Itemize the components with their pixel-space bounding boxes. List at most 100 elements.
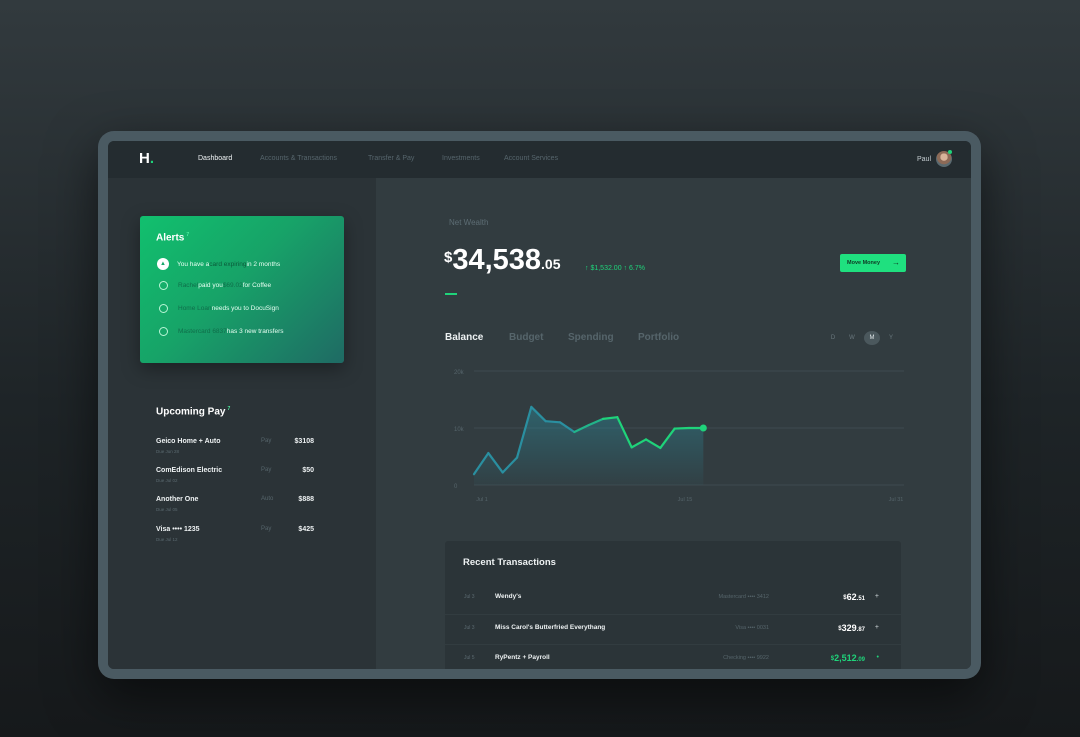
alert-card-expiring[interactable]: ▲ You have a card expiring in 2 months bbox=[157, 258, 280, 270]
net-wealth-underline bbox=[445, 293, 457, 295]
transaction-date: Jul 3 bbox=[464, 625, 475, 631]
pay-name: Another One bbox=[156, 496, 199, 503]
pay-due-date: Due Jul 02 bbox=[156, 478, 178, 483]
pay-name: Geico Home + Auto bbox=[156, 438, 221, 445]
transaction-date: Jul 5 bbox=[464, 655, 475, 661]
upcoming-pay-title: Upcoming Pay 7 bbox=[156, 406, 231, 418]
app-logo[interactable]: H. bbox=[139, 150, 155, 167]
main-panel: Net Wealth $34,538.05 ↑ $1,532.00 ↑ 6.7%… bbox=[376, 178, 971, 669]
balance-line-segment bbox=[558, 421, 576, 434]
upcoming-pay-item[interactable]: Geico Home + Auto Due Jun 28 Pay $3108 bbox=[156, 438, 314, 460]
user-name[interactable]: Paul bbox=[916, 156, 931, 163]
transaction-account: Visa •••• 0031 bbox=[735, 625, 769, 631]
balance-line-segment bbox=[573, 424, 590, 434]
ring-icon bbox=[159, 304, 168, 313]
triangle-icon: ▲ bbox=[157, 258, 169, 270]
app-screen: H. Dashboard Accounts & Transactions Tra… bbox=[108, 141, 971, 669]
nav-accounts-transactions[interactable]: Accounts & Transactions bbox=[260, 155, 338, 162]
transaction-merchant: Miss Carol's Butterfried Everythang bbox=[495, 624, 606, 631]
alert-payment-received[interactable]: Rachel paid you $69.02 for Coffee bbox=[157, 281, 271, 290]
transaction-amount: $2,512.09 bbox=[830, 653, 865, 663]
balance-line-segment bbox=[515, 405, 533, 459]
range-day[interactable]: D bbox=[830, 335, 836, 341]
y-tick-label: 0 bbox=[454, 484, 458, 490]
expand-icon[interactable]: + bbox=[874, 624, 879, 631]
net-wealth-change: ↑ $1,532.00 ↑ 6.7% bbox=[585, 265, 645, 272]
pay-due-date: Due Jun 28 bbox=[156, 449, 180, 454]
pay-type: Auto bbox=[261, 496, 274, 502]
transaction-row[interactable]: Jul 3 Miss Carol's Butterfried Everythan… bbox=[445, 614, 901, 644]
upcoming-pay-item[interactable]: ComEdison Electric Due Jul 02 Pay $50 bbox=[156, 467, 314, 489]
nav-investments[interactable]: Investments bbox=[442, 155, 480, 162]
alert-docusign[interactable]: Home Loan needs you to DocuSign bbox=[157, 304, 279, 313]
pay-amount: $888 bbox=[298, 496, 314, 503]
transaction-account: Checking •••• 9922 bbox=[723, 655, 769, 661]
balance-area bbox=[474, 406, 704, 485]
pay-type: Pay bbox=[261, 467, 272, 473]
upcoming-pay-count: 7 bbox=[227, 406, 231, 412]
balance-line-segment bbox=[472, 451, 490, 476]
balance-line-segment bbox=[487, 451, 504, 474]
balance-line-segment bbox=[587, 417, 605, 427]
recent-transactions-title: Recent Transactions bbox=[463, 557, 556, 568]
y-tick-label: 20k bbox=[454, 370, 465, 376]
transaction-merchant: RyPentz + Payroll bbox=[495, 654, 550, 661]
ring-icon bbox=[159, 327, 168, 336]
balance-line-segment bbox=[601, 416, 619, 420]
net-wealth-value: $34,538.05 bbox=[444, 244, 561, 276]
expand-icon[interactable]: + bbox=[874, 593, 879, 600]
net-wealth-label: Net Wealth bbox=[449, 218, 489, 227]
pay-name: ComEdison Electric bbox=[156, 467, 223, 474]
transaction-amount: $62.51 bbox=[843, 592, 865, 602]
balance-chart: 20k 10k 0 Jul 1 Jul 15 Jul 31 bbox=[454, 370, 904, 503]
transaction-row[interactable]: Jul 3 Wendy's Mastercard •••• 3412 $62.5… bbox=[445, 584, 901, 614]
balance-line-segment bbox=[544, 420, 562, 424]
range-month[interactable]: M bbox=[864, 331, 880, 345]
heart-icon bbox=[159, 281, 168, 290]
avatar[interactable] bbox=[936, 151, 952, 167]
alerts-title: Alerts 7 bbox=[156, 232, 190, 244]
nav-dashboard[interactable]: Dashboard bbox=[198, 155, 233, 162]
online-status-dot bbox=[948, 150, 952, 154]
recent-transactions-card: Recent Transactions Jul 3 Wendy's Master… bbox=[445, 541, 901, 669]
arrow-right-icon: → bbox=[892, 258, 900, 267]
tab-spending[interactable]: Spending bbox=[568, 332, 614, 343]
balance-line-segment bbox=[673, 426, 691, 430]
transaction-merchant: Wendy's bbox=[495, 593, 522, 600]
nav-account-services[interactable]: Account Services bbox=[504, 155, 559, 162]
move-money-button[interactable]: Move Money → bbox=[840, 254, 906, 272]
pay-type: Pay bbox=[261, 526, 272, 532]
tab-balance[interactable]: Balance bbox=[445, 332, 484, 343]
pay-name: Visa •••• 1235 bbox=[156, 526, 200, 533]
transaction-date: Jul 3 bbox=[464, 594, 475, 600]
transaction-amount: $329.87 bbox=[838, 623, 865, 633]
x-tick-label: Jul 31 bbox=[889, 497, 904, 503]
pay-due-date: Due Jul 12 bbox=[156, 537, 178, 542]
device-frame: H. Dashboard Accounts & Transactions Tra… bbox=[98, 131, 981, 679]
credit-indicator-icon: • bbox=[876, 654, 879, 661]
alerts-card: Alerts 7 ▲ You have a card expiring in 2 … bbox=[140, 216, 344, 363]
range-year[interactable]: Y bbox=[888, 335, 893, 341]
sidebar: Alerts 7 ▲ You have a card expiring in 2 … bbox=[108, 178, 376, 669]
pay-due-date: Due Jul 05 bbox=[156, 507, 178, 512]
upcoming-pay-item[interactable]: Visa •••• 1235 Due Jul 12 Pay $425 bbox=[156, 526, 314, 548]
tab-portfolio[interactable]: Portfolio bbox=[638, 332, 680, 343]
balance-line-segment bbox=[630, 438, 648, 449]
nav-transfer-pay[interactable]: Transfer & Pay bbox=[368, 155, 415, 162]
top-nav: H. Dashboard Accounts & Transactions Tra… bbox=[108, 141, 971, 178]
balance-current-point bbox=[699, 424, 707, 432]
y-tick-label: 10k bbox=[454, 427, 465, 433]
pay-amount: $425 bbox=[298, 526, 314, 533]
range-week[interactable]: W bbox=[849, 335, 855, 341]
alert-transfers[interactable]: Mastercard 6837 has 3 new transfers bbox=[157, 327, 284, 336]
tab-budget[interactable]: Budget bbox=[509, 332, 544, 343]
pay-type: Pay bbox=[261, 438, 272, 444]
transaction-account: Mastercard •••• 3412 bbox=[718, 594, 769, 600]
balance-line-segment bbox=[644, 438, 662, 450]
pay-amount: $3108 bbox=[294, 438, 314, 445]
transaction-row[interactable]: Jul 5 RyPentz + Payroll Checking •••• 99… bbox=[445, 644, 901, 669]
balance-line-segment bbox=[659, 427, 676, 450]
balance-line-segment bbox=[530, 405, 547, 423]
upcoming-pay-item[interactable]: Another One Due Jul 05 Auto $888 bbox=[156, 496, 314, 518]
balance-line-segment bbox=[616, 416, 633, 449]
